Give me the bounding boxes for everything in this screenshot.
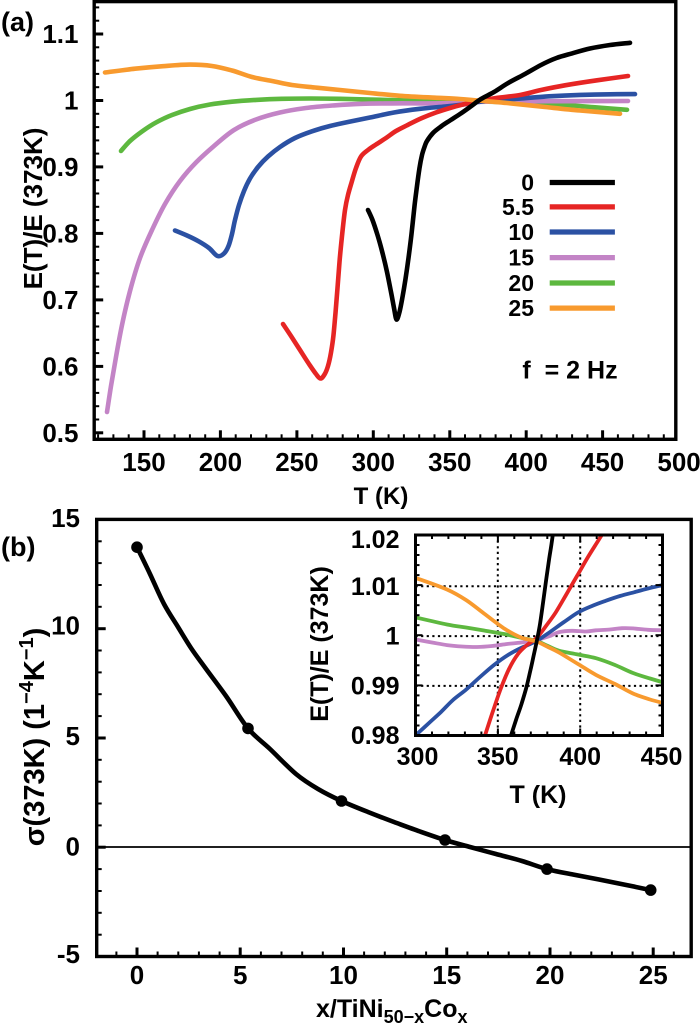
svg-text:5.5: 5.5 bbox=[502, 194, 534, 220]
svg-text:E(T)/E (373K): E(T)/E (373K) bbox=[306, 566, 334, 722]
svg-text:0.6: 0.6 bbox=[42, 351, 78, 381]
svg-text:1: 1 bbox=[64, 86, 78, 116]
svg-text:20: 20 bbox=[536, 960, 565, 990]
svg-text:E(T)/E (373K): E(T)/E (373K) bbox=[18, 128, 48, 290]
svg-text:20: 20 bbox=[508, 270, 534, 296]
svg-text:5: 5 bbox=[233, 960, 247, 990]
svg-text:250: 250 bbox=[275, 447, 318, 477]
svg-text:0.5: 0.5 bbox=[42, 418, 78, 448]
svg-text:T (K): T (K) bbox=[510, 781, 567, 809]
svg-text:300: 300 bbox=[397, 743, 439, 771]
svg-text:1.01: 1.01 bbox=[351, 573, 400, 601]
svg-text:0.99: 0.99 bbox=[351, 672, 400, 700]
svg-text:500: 500 bbox=[657, 447, 700, 477]
svg-text:450: 450 bbox=[581, 447, 624, 477]
svg-text:10: 10 bbox=[508, 219, 534, 245]
svg-text:x/TiNi50−xCox: x/TiNi50−xCox bbox=[316, 995, 468, 1025]
svg-text:450: 450 bbox=[641, 743, 683, 771]
svg-text:5: 5 bbox=[66, 721, 80, 751]
svg-text:350: 350 bbox=[477, 743, 519, 771]
svg-text:1.1: 1.1 bbox=[42, 19, 78, 49]
svg-text:0.7: 0.7 bbox=[42, 285, 78, 315]
svg-text:0.9: 0.9 bbox=[42, 152, 78, 182]
svg-text:15: 15 bbox=[51, 503, 80, 533]
svg-text:1: 1 bbox=[386, 623, 400, 651]
svg-text:25: 25 bbox=[639, 960, 668, 990]
svg-text:10: 10 bbox=[51, 611, 80, 641]
svg-text:400: 400 bbox=[559, 743, 601, 771]
svg-text:(a): (a) bbox=[1, 7, 34, 37]
svg-text:0: 0 bbox=[521, 170, 534, 196]
svg-text:T (K): T (K) bbox=[354, 483, 409, 510]
svg-text:300: 300 bbox=[352, 447, 395, 477]
svg-text:f = 2 Hz: f = 2 Hz bbox=[522, 357, 617, 385]
svg-text:0: 0 bbox=[130, 960, 144, 990]
svg-text:400: 400 bbox=[505, 447, 548, 477]
svg-text:0: 0 bbox=[66, 832, 80, 862]
svg-text:10: 10 bbox=[329, 960, 358, 990]
svg-text:-5: -5 bbox=[57, 939, 80, 969]
svg-text:200: 200 bbox=[199, 447, 242, 477]
svg-text:15: 15 bbox=[508, 245, 534, 271]
svg-text:25: 25 bbox=[508, 295, 534, 321]
svg-text:150: 150 bbox=[122, 447, 165, 477]
svg-text:σ(373K) (1−4K−1): σ(373K) (1−4K−1) bbox=[16, 628, 51, 847]
svg-text:0.98: 0.98 bbox=[351, 722, 400, 750]
svg-text:(b): (b) bbox=[1, 532, 35, 562]
svg-text:15: 15 bbox=[432, 960, 461, 990]
svg-text:350: 350 bbox=[428, 447, 471, 477]
svg-text:1.02: 1.02 bbox=[351, 526, 400, 554]
svg-text:0.8: 0.8 bbox=[42, 218, 78, 248]
